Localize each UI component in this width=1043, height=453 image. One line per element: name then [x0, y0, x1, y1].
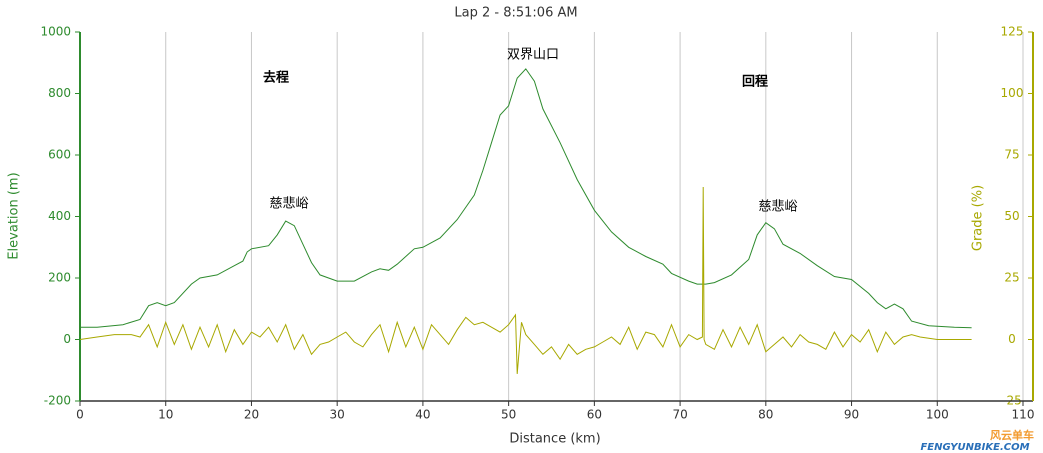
x-tick-label: 40 — [415, 408, 430, 422]
y2-tick-label: 100 — [1001, 86, 1024, 100]
y-tick-label: 0 — [63, 332, 71, 346]
y2-tick-label: 125 — [1001, 25, 1024, 39]
annotation: 双界山口 — [507, 48, 559, 63]
x-tick-label: 110 — [1012, 408, 1035, 422]
chart-title: Lap 2 - 8:51:06 AM — [454, 6, 577, 21]
x-tick-label: 70 — [672, 408, 687, 422]
x-tick-label: 30 — [330, 408, 345, 422]
y2-axis-label: Grade (%) — [971, 185, 986, 251]
annotation: 回程 — [742, 75, 768, 90]
annotation: 去程 — [263, 70, 289, 86]
y-tick-label: 800 — [48, 86, 71, 100]
y-tick-label: 600 — [48, 148, 71, 162]
x-tick-label: 10 — [158, 408, 173, 422]
annotation: 慈悲峪 — [269, 196, 308, 212]
x-tick-label: 80 — [758, 408, 773, 422]
y-tick-label: -200 — [44, 394, 71, 408]
x-tick-label: 50 — [501, 408, 516, 422]
watermark: 风云单车 — [990, 428, 1034, 442]
y-tick-label: 1000 — [40, 25, 71, 39]
x-tick-label: 60 — [587, 408, 602, 422]
y2-tick-label: 50 — [1004, 209, 1019, 223]
x-tick-label: 90 — [844, 408, 859, 422]
x-axis-label: Distance (km) — [509, 432, 600, 447]
y2-tick-label: 75 — [1004, 148, 1019, 162]
annotation: 慈悲峪 — [758, 199, 797, 215]
y-axis-label: Elevation (m) — [7, 172, 22, 259]
watermark: FENGYUNBIKE.COM — [920, 442, 1029, 453]
series-line — [79, 186, 972, 374]
y-tick-label: 400 — [48, 209, 71, 223]
x-tick-label: 0 — [76, 408, 84, 422]
y-tick-label: 200 — [48, 271, 71, 285]
x-tick-label: 100 — [926, 408, 949, 422]
series-line — [80, 68, 972, 329]
y2-tick-label: 25 — [1004, 271, 1019, 285]
y2-tick-label: 0 — [1008, 332, 1016, 346]
x-tick-label: 20 — [244, 408, 259, 422]
